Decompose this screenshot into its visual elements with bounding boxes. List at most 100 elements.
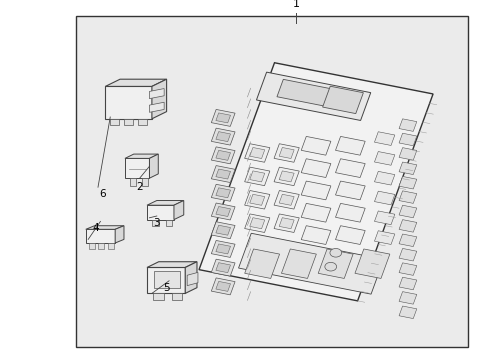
Text: 6: 6: [99, 189, 106, 199]
Polygon shape: [336, 159, 365, 177]
Polygon shape: [216, 113, 230, 123]
Polygon shape: [399, 162, 417, 175]
Polygon shape: [216, 207, 230, 216]
Polygon shape: [154, 271, 180, 288]
Polygon shape: [301, 136, 331, 155]
Polygon shape: [399, 220, 417, 232]
Polygon shape: [124, 119, 133, 125]
Polygon shape: [211, 128, 235, 145]
Polygon shape: [142, 178, 148, 186]
Polygon shape: [399, 263, 417, 275]
Polygon shape: [147, 267, 185, 293]
Polygon shape: [125, 158, 149, 178]
Polygon shape: [281, 249, 317, 278]
Polygon shape: [374, 211, 395, 225]
Polygon shape: [108, 243, 114, 249]
Polygon shape: [153, 293, 164, 300]
Polygon shape: [399, 277, 417, 290]
Polygon shape: [322, 86, 364, 114]
Polygon shape: [245, 249, 280, 278]
Polygon shape: [211, 222, 235, 239]
Polygon shape: [211, 278, 235, 295]
Polygon shape: [301, 203, 331, 222]
Polygon shape: [336, 226, 365, 244]
Polygon shape: [130, 178, 136, 186]
Polygon shape: [399, 148, 417, 160]
Polygon shape: [245, 190, 270, 209]
Polygon shape: [318, 249, 353, 278]
Polygon shape: [374, 152, 395, 165]
Polygon shape: [86, 229, 115, 243]
Polygon shape: [105, 79, 167, 86]
Polygon shape: [216, 188, 230, 198]
Polygon shape: [138, 119, 147, 125]
Polygon shape: [216, 132, 230, 141]
Polygon shape: [250, 171, 265, 182]
Polygon shape: [147, 201, 184, 205]
Polygon shape: [277, 79, 331, 106]
Polygon shape: [374, 191, 395, 205]
Text: 2: 2: [136, 182, 143, 192]
Polygon shape: [98, 243, 104, 249]
Polygon shape: [279, 194, 294, 205]
Polygon shape: [374, 132, 395, 145]
Polygon shape: [216, 282, 230, 291]
Polygon shape: [216, 150, 230, 160]
Polygon shape: [336, 181, 365, 200]
Polygon shape: [166, 220, 172, 226]
Polygon shape: [279, 218, 294, 229]
Circle shape: [330, 248, 342, 257]
Polygon shape: [105, 86, 152, 119]
Text: 5: 5: [163, 283, 170, 293]
Polygon shape: [374, 171, 395, 185]
Polygon shape: [256, 72, 371, 121]
Polygon shape: [211, 259, 235, 276]
Text: 3: 3: [153, 218, 160, 228]
Polygon shape: [152, 220, 159, 226]
Polygon shape: [274, 214, 299, 233]
Polygon shape: [245, 167, 270, 186]
Bar: [76, 16, 468, 347]
Text: 1: 1: [293, 0, 300, 9]
Polygon shape: [239, 233, 384, 294]
Polygon shape: [185, 262, 197, 293]
Polygon shape: [216, 169, 230, 179]
Polygon shape: [274, 190, 299, 209]
Polygon shape: [336, 203, 365, 222]
Polygon shape: [250, 218, 265, 229]
Polygon shape: [147, 205, 174, 220]
Polygon shape: [355, 249, 390, 278]
Polygon shape: [274, 144, 299, 162]
Circle shape: [325, 262, 337, 271]
Polygon shape: [211, 203, 235, 220]
Polygon shape: [216, 263, 230, 273]
Polygon shape: [211, 184, 235, 201]
Polygon shape: [245, 144, 270, 162]
Polygon shape: [399, 191, 417, 203]
Polygon shape: [399, 292, 417, 304]
Polygon shape: [147, 262, 197, 267]
Polygon shape: [374, 231, 395, 244]
Polygon shape: [125, 154, 158, 158]
Polygon shape: [216, 225, 230, 235]
Polygon shape: [274, 167, 299, 186]
Polygon shape: [211, 240, 235, 257]
Polygon shape: [336, 136, 365, 155]
Polygon shape: [399, 176, 417, 189]
Polygon shape: [399, 133, 417, 146]
Polygon shape: [152, 79, 167, 119]
Polygon shape: [301, 226, 331, 244]
Text: 4: 4: [92, 223, 99, 233]
Polygon shape: [187, 273, 198, 285]
Polygon shape: [149, 102, 164, 112]
Polygon shape: [245, 214, 270, 233]
Polygon shape: [250, 148, 265, 158]
Polygon shape: [279, 148, 294, 158]
Polygon shape: [211, 166, 235, 183]
Polygon shape: [399, 248, 417, 261]
Polygon shape: [250, 194, 265, 205]
Polygon shape: [399, 119, 417, 131]
Polygon shape: [399, 205, 417, 218]
Polygon shape: [89, 243, 95, 249]
Polygon shape: [279, 171, 294, 182]
